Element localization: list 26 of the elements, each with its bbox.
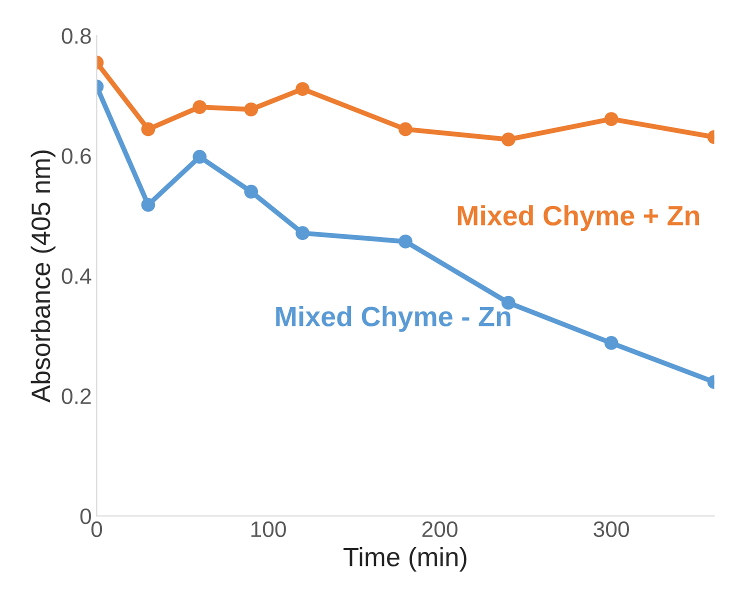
point <box>244 102 258 116</box>
point <box>501 132 516 146</box>
y-tick-label: 0.4 <box>62 268 92 284</box>
point <box>604 112 618 126</box>
series-label: Mixed Chyme - Zn <box>276 306 510 332</box>
x-tick-label: 0 <box>91 521 102 538</box>
y-tick-label: 0 <box>80 508 91 524</box>
y-tick-label: 0.8 <box>62 28 91 44</box>
point <box>192 100 207 114</box>
point <box>296 82 310 96</box>
point <box>604 336 618 350</box>
x-tick-label: 200 <box>422 521 458 538</box>
y-tick-label: 0.2 <box>62 388 91 404</box>
point <box>244 184 258 199</box>
y-axis-title: Absorbance (405 nm) <box>30 150 56 403</box>
point <box>398 122 412 136</box>
x-tick-label: 100 <box>251 521 286 538</box>
point <box>296 226 310 240</box>
point <box>192 150 207 164</box>
text: Mixed Chyme + Zn <box>458 205 699 232</box>
x-tick-label: 300 <box>594 521 629 538</box>
point <box>141 122 156 136</box>
y-tick-label: 0.6 <box>62 148 91 164</box>
point <box>141 198 156 212</box>
x-axis-title: Time (min) <box>344 547 466 572</box>
point <box>398 234 412 248</box>
